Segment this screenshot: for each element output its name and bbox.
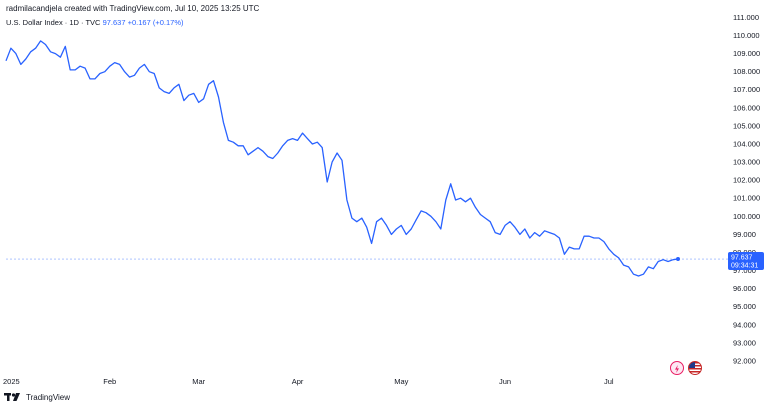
y-tick-label: 96.000 (733, 284, 756, 293)
y-tick-label: 106.000 (733, 103, 760, 112)
y-tick-label: 103.000 (733, 158, 760, 167)
time-axis[interactable]: 2025 Feb Mar Apr May Jun Jul (3, 377, 614, 386)
chart-caption: radmilacandjela created with TradingView… (6, 4, 260, 13)
symbol-change: +0.167 (+0.17%) (127, 18, 184, 27)
price-axis[interactable]: 92.00093.00094.00095.00096.00097.00098.0… (733, 13, 760, 366)
x-tick-label: 2025 (3, 377, 20, 386)
y-tick-label: 111.000 (733, 13, 759, 22)
symbol-name[interactable]: U.S. Dollar Index · 1D · TVC (6, 18, 101, 27)
y-tick-label: 107.000 (733, 85, 760, 94)
y-tick-label: 108.000 (733, 67, 760, 76)
last-price-dot (676, 257, 680, 262)
x-tick-label: Jul (604, 377, 614, 386)
series-line[interactable] (5, 40, 679, 277)
price-tag-time: 09:34:31 (731, 263, 758, 270)
y-tick-label: 93.000 (733, 338, 756, 347)
y-tick-label: 100.000 (733, 212, 760, 221)
price-tag: 97.637 09:34:31 (728, 252, 764, 271)
x-tick-label: May (394, 377, 408, 386)
brand[interactable]: TradingView (4, 392, 70, 402)
y-tick-label: 94.000 (733, 320, 756, 329)
y-tick-label: 99.000 (733, 230, 756, 239)
y-tick-label: 102.000 (733, 176, 760, 185)
tradingview-logo-icon (4, 393, 20, 401)
y-tick-label: 104.000 (733, 139, 760, 148)
y-tick-label: 97.000 (733, 266, 756, 275)
y-tick-label: 95.000 (733, 302, 756, 311)
y-tick-label: 109.000 (733, 49, 760, 58)
y-tick-label: 110.000 (733, 31, 760, 40)
y-tick-label: 105.000 (733, 121, 760, 130)
us-flag-icon[interactable] (688, 361, 702, 375)
price-tag-value: 97.637 (731, 255, 753, 262)
y-tick-label: 92.000 (733, 356, 756, 365)
x-tick-label: Feb (103, 377, 116, 386)
x-tick-label: Mar (192, 377, 205, 386)
brand-name: TradingView (26, 392, 71, 402)
x-tick-label: Apr (292, 377, 304, 386)
symbol-legend[interactable]: U.S. Dollar Index · 1D · TVC 97.637 +0.1… (6, 18, 184, 27)
x-tick-label: Jun (499, 377, 511, 386)
y-tick-label: 101.000 (733, 194, 760, 203)
symbol-value: 97.637 (102, 18, 126, 27)
flash-icon[interactable] (670, 361, 684, 375)
